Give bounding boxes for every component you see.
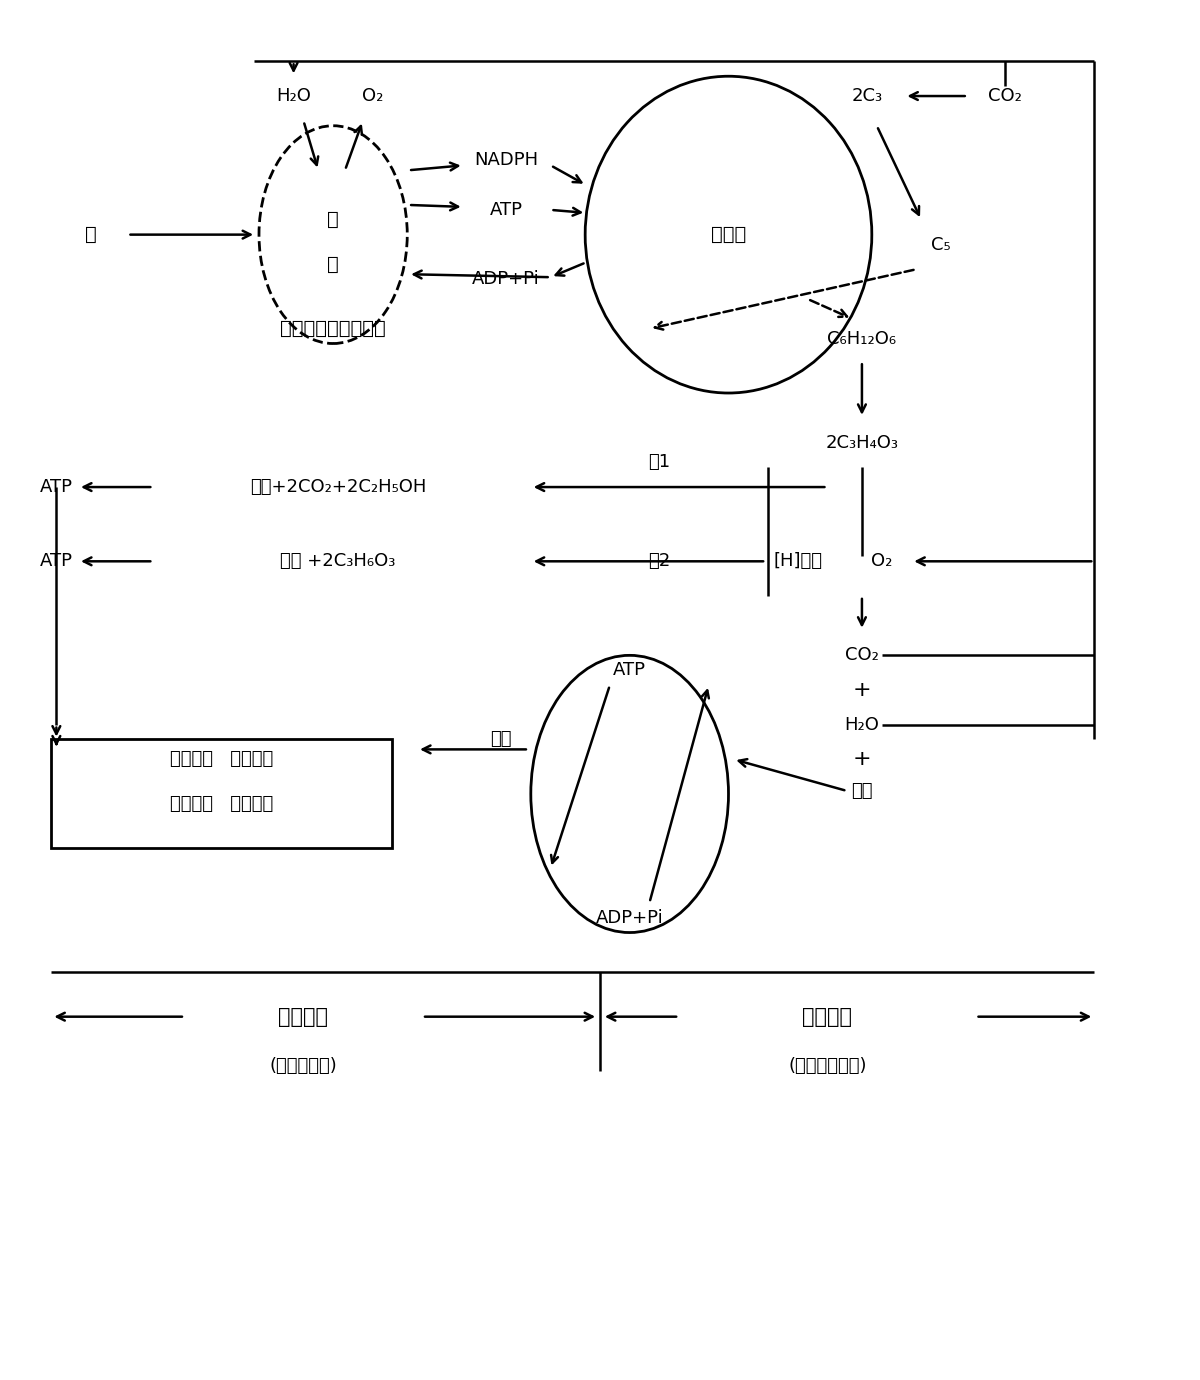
Text: 能量+2CO₂+2C₂H₅OH: 能量+2CO₂+2C₂H₅OH <box>250 477 426 495</box>
Text: 有氧呼吸: 有氧呼吸 <box>803 1006 852 1027</box>
Text: 植物生长   吸能反应: 植物生长 吸能反应 <box>170 795 274 813</box>
Text: NADPH: NADPH <box>474 152 538 170</box>
Text: ATP: ATP <box>40 552 73 570</box>
Text: 多种酶: 多种酶 <box>710 225 746 244</box>
Text: 色: 色 <box>328 210 338 229</box>
Text: 无氧呼吸: 无氧呼吸 <box>278 1006 329 1027</box>
Text: H₂O: H₂O <box>276 87 311 105</box>
Text: O₂: O₂ <box>871 552 893 570</box>
Text: ADP+Pi: ADP+Pi <box>473 270 540 288</box>
Text: 光合作用（叶绿体）: 光合作用（叶绿体） <box>281 319 386 338</box>
Text: +: + <box>853 749 871 769</box>
Text: ADP+Pi: ADP+Pi <box>595 908 664 927</box>
Text: ATP: ATP <box>40 477 73 495</box>
Text: +: + <box>853 680 871 700</box>
Text: ATP: ATP <box>613 661 646 679</box>
Text: C₆H₁₂O₆: C₆H₁₂O₆ <box>827 330 896 348</box>
Text: (主要在线粒体): (主要在线粒体) <box>788 1057 866 1075</box>
Text: 酶1: 酶1 <box>648 453 671 472</box>
Text: ATP: ATP <box>490 201 522 219</box>
Text: CO₂: CO₂ <box>845 646 878 664</box>
Text: 2C₃H₄O₃: 2C₃H₄O₃ <box>826 433 899 451</box>
Text: 素: 素 <box>328 255 338 273</box>
Text: 光: 光 <box>85 225 97 244</box>
Text: [H]、酶: [H]、酶 <box>773 552 822 570</box>
Text: H₂O: H₂O <box>845 716 880 734</box>
FancyBboxPatch shape <box>52 740 392 849</box>
Text: 2C₃: 2C₃ <box>851 87 882 105</box>
Text: 能量 +2C₃H₆O₃: 能量 +2C₃H₆O₃ <box>281 552 396 570</box>
Text: C₅: C₅ <box>931 236 950 254</box>
Text: CO₂: CO₂ <box>989 87 1022 105</box>
Text: 细胞分裂   主动运输: 细胞分裂 主动运输 <box>170 751 274 769</box>
Text: 酶2: 酶2 <box>648 552 671 570</box>
Text: 能量: 能量 <box>851 782 872 800</box>
Text: (细胞质基质): (细胞质基质) <box>270 1057 337 1075</box>
Text: 利用: 利用 <box>491 730 512 748</box>
Text: O₂: O₂ <box>362 87 383 105</box>
